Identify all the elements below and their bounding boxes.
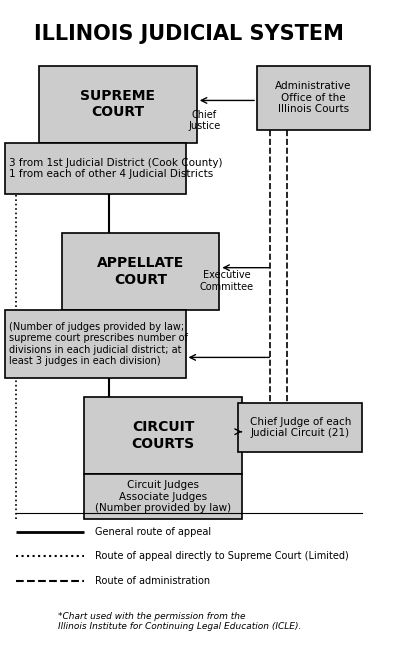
FancyBboxPatch shape [5, 143, 186, 194]
Text: Circuit Judges
Associate Judges
(Number provided by law): Circuit Judges Associate Judges (Number … [95, 480, 231, 514]
Text: Route of appeal directly to Supreme Court (Limited): Route of appeal directly to Supreme Cour… [95, 552, 349, 561]
FancyBboxPatch shape [84, 474, 242, 519]
Text: *Chart used with the permission from the
Illinois Institute for Continuing Legal: *Chart used with the permission from the… [58, 612, 301, 631]
Text: SUPREME
COURT: SUPREME COURT [80, 89, 156, 120]
Text: Executive
Committee: Executive Committee [200, 271, 254, 292]
Text: Chief Judge of each
Judicial Circuit (21): Chief Judge of each Judicial Circuit (21… [250, 417, 351, 439]
FancyBboxPatch shape [62, 233, 220, 310]
FancyBboxPatch shape [39, 66, 197, 143]
FancyBboxPatch shape [84, 397, 242, 474]
Text: Route of administration: Route of administration [95, 576, 210, 586]
Text: ILLINOIS JUDICIAL SYSTEM: ILLINOIS JUDICIAL SYSTEM [34, 24, 344, 44]
Text: 3 from 1st Judicial District (Cook County)
1 from each of other 4 Judicial Distr: 3 from 1st Judicial District (Cook Count… [9, 158, 222, 180]
Text: CIRCUIT
COURTS: CIRCUIT COURTS [132, 421, 195, 451]
Text: Administrative
Office of the
Illinois Courts: Administrative Office of the Illinois Co… [275, 81, 352, 114]
FancyBboxPatch shape [5, 310, 186, 378]
Text: General route of appeal: General route of appeal [95, 527, 212, 537]
Text: Chief
Justice: Chief Justice [188, 110, 220, 131]
FancyBboxPatch shape [238, 403, 362, 452]
Text: APPELLATE
COURT: APPELLATE COURT [97, 256, 184, 287]
FancyBboxPatch shape [257, 66, 370, 130]
Text: (Number of judges provided by law;
supreme court prescribes number of
divisions : (Number of judges provided by law; supre… [9, 322, 188, 366]
